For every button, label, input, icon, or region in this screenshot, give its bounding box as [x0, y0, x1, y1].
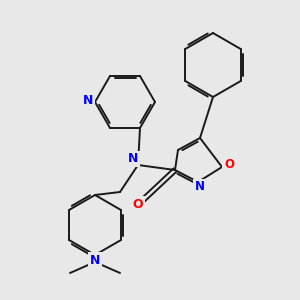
Text: O: O — [224, 158, 234, 172]
Text: N: N — [83, 94, 93, 106]
Text: N: N — [195, 181, 205, 194]
Text: O: O — [133, 197, 143, 211]
Text: N: N — [128, 152, 138, 166]
Text: N: N — [90, 254, 100, 266]
